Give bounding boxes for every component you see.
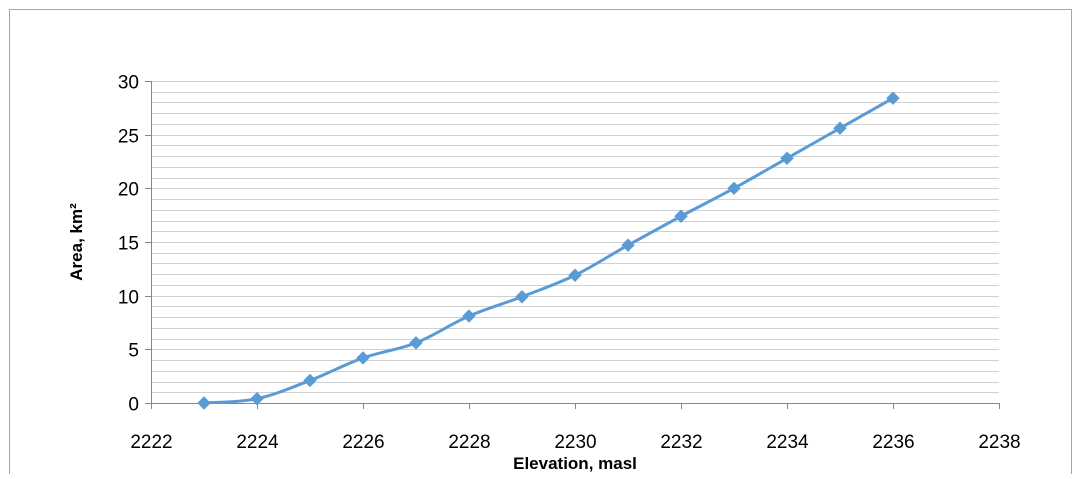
axes [145,81,1000,409]
data-point-marker [886,91,900,105]
y-tick-label: 10 [118,288,139,309]
data-point-marker [727,181,741,196]
x-tick-label: 2228 [448,432,490,453]
y-tick-label: 20 [118,180,139,201]
data-point-marker [833,121,847,135]
x-tick-label: 2230 [554,432,596,453]
y-tick-label: 15 [118,234,139,255]
x-tick-label: 2232 [660,432,702,453]
x-tick-label: 2238 [978,432,1020,453]
data-point-marker [409,336,423,350]
data-point-marker [462,309,476,323]
chart-border [9,9,1072,479]
x-axis-title: Elevation, masl [513,454,637,473]
data-series [197,91,900,410]
data-point-marker [356,351,370,365]
data-point-marker [303,373,317,388]
data-point-marker [197,396,211,410]
data-point-marker [568,268,582,282]
data-point-marker [780,151,794,165]
data-point-marker [250,391,264,406]
x-tick-label: 2226 [342,432,384,453]
gridlines [151,81,999,393]
y-axis-title: Area, km² [67,203,86,281]
data-point-marker [674,209,688,223]
x-tick-label: 2236 [872,432,914,453]
x-tick-label: 2222 [130,432,172,453]
y-tick-label: 0 [128,395,139,416]
data-point-marker [515,290,529,304]
tick-labels: 0 5 10 15 20 25 30 2222 2224 2226 2228 2230 2232 2234… [118,73,1021,454]
x-tick-label: 2224 [236,432,279,453]
y-tick-label: 25 [118,127,139,148]
data-point-marker [621,238,635,252]
y-tick-label: 30 [118,73,139,94]
y-tick-label: 5 [128,341,139,362]
x-tick-label: 2234 [766,432,809,453]
